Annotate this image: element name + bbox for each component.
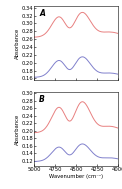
Y-axis label: Absorbance: Absorbance — [15, 27, 20, 59]
Text: A: A — [39, 9, 45, 18]
X-axis label: Wavenumber (cm⁻¹): Wavenumber (cm⁻¹) — [49, 174, 103, 179]
Text: B: B — [39, 95, 45, 104]
Y-axis label: Absorbance: Absorbance — [15, 113, 20, 145]
